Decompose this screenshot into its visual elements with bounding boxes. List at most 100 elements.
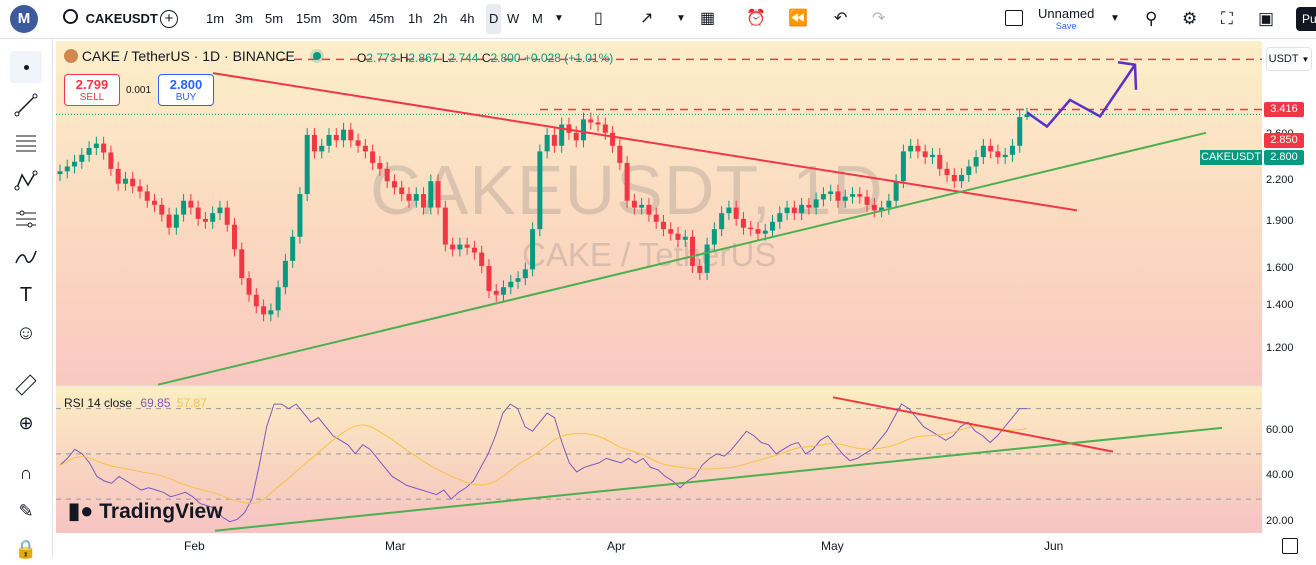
magnet-icon[interactable]: ∩ (19, 462, 33, 483)
spread-value: 0.001 (126, 85, 152, 96)
templates-grid-icon[interactable]: ▦ (700, 10, 716, 27)
sell-price: 2.799 (75, 77, 109, 92)
top-toolbar: M CAKEUSDT + ▼ ▯ ↗ ▼ ▦ ⏰ ⏪ ↶ ↷ Unnamed S… (0, 0, 1316, 39)
high-label: H (399, 51, 409, 65)
rsi-descending-trendline (832, 396, 1114, 453)
undo-icon[interactable]: ↶ (834, 10, 848, 27)
candle-body (384, 168, 390, 182)
interval-D[interactable]: D (486, 4, 502, 34)
rsi-tick-label: 60.00 (1266, 424, 1294, 437)
candle-body (479, 252, 485, 266)
sell-button[interactable]: 2.799 SELL (64, 74, 120, 106)
candle-body (755, 229, 761, 234)
candle-body (617, 145, 623, 163)
goto-date-icon[interactable] (1282, 538, 1298, 554)
high-value: 2.867 (408, 51, 439, 65)
interval-M[interactable]: M (532, 11, 543, 26)
candle-body (959, 174, 965, 182)
candle-body (537, 151, 543, 230)
redo-icon[interactable]: ↷ (872, 10, 886, 27)
price-tick-label: 2.200 (1266, 174, 1294, 187)
candle-body (522, 269, 528, 279)
level-tag-mid: 2.850 (1264, 133, 1304, 148)
zoom-in-icon[interactable]: ⊕ (18, 412, 34, 433)
time-tick-label: May (821, 539, 844, 553)
candle-body (333, 134, 339, 141)
interval-3m[interactable]: 3m (235, 11, 254, 26)
lock-pencil-icon[interactable]: ✎ (18, 500, 34, 521)
legend-title: CAKE / TetherUS · 1D · BINANCE (81, 48, 295, 64)
candle-body (399, 187, 405, 195)
layout-name[interactable]: Unnamed Save (1038, 6, 1094, 32)
fib-retracement-icon[interactable] (10, 127, 42, 159)
interval-5m[interactable]: 5m (265, 11, 284, 26)
lock-icon[interactable]: 🔒 (14, 538, 38, 559)
plus-circle-icon: + (160, 10, 178, 28)
candle-body (319, 145, 325, 152)
chart-area[interactable] (56, 41, 1262, 533)
candle-body (515, 278, 521, 282)
candle-body (435, 181, 441, 208)
symbol-search[interactable]: CAKEUSDT (63, 0, 158, 38)
interval-45m[interactable]: 45m (369, 11, 395, 26)
indicators-icon[interactable]: ↗ (640, 10, 654, 27)
layout-dropdown[interactable]: ▼ (1110, 13, 1120, 24)
candle-body (166, 214, 172, 228)
emoji-icon[interactable]: ☺ (15, 321, 37, 344)
price-axis[interactable]: 1.2001.4001.6001.9002.2002.60020.0040.00… (1262, 41, 1316, 533)
candle-body (726, 207, 732, 214)
candle-body (457, 244, 463, 250)
candle-body (791, 207, 797, 214)
candle-body (646, 204, 652, 215)
interval-dropdown[interactable]: ▼ (554, 13, 564, 24)
candle-body (573, 132, 579, 141)
candle-body (144, 191, 150, 201)
screenshot-camera-icon[interactable]: ▣ (1258, 9, 1275, 28)
ruler-icon[interactable] (10, 369, 42, 401)
interval-4h[interactable]: 4h (460, 11, 475, 26)
interval-15m[interactable]: 15m (296, 11, 322, 26)
forecast-tool-icon[interactable] (10, 203, 42, 235)
candle-body (173, 214, 179, 228)
quick-search-icon[interactable]: ⚲ (1145, 9, 1158, 28)
pattern-tool-icon[interactable] (10, 165, 42, 197)
interval-W[interactable]: W (507, 11, 520, 26)
candle-body (704, 244, 710, 273)
candle-body (79, 154, 85, 162)
bar-style-icon[interactable]: ▯ (594, 10, 603, 27)
interval-30m[interactable]: 30m (332, 11, 358, 26)
brush-tool-icon[interactable] (10, 241, 42, 273)
candle-body (908, 145, 914, 152)
indicators-dropdown[interactable]: ▼ (676, 13, 686, 24)
candle-body (944, 168, 950, 175)
low-label: L (441, 51, 449, 65)
replay-icon[interactable]: ⏪ (788, 10, 808, 27)
currency-button[interactable]: USDT ▼ (1266, 47, 1312, 71)
crosshair-dot-icon[interactable] (10, 51, 42, 83)
layout-toggle[interactable] (1005, 0, 1023, 38)
buy-button[interactable]: 2.800 BUY (158, 74, 214, 106)
fullscreen-icon[interactable]: ⛶ (1221, 9, 1233, 28)
interval-2h[interactable]: 2h (433, 11, 448, 26)
time-axis[interactable]: Feb Mar Apr May Jun (56, 533, 1316, 558)
price-tick-label: 1.400 (1266, 299, 1294, 312)
candle-body (508, 281, 514, 288)
candle-body (777, 213, 783, 222)
candle-body (879, 207, 885, 211)
compare-symbol-button[interactable]: + (160, 0, 178, 38)
trend-line-icon[interactable] (10, 89, 42, 121)
symbol-label: CAKEUSDT (85, 11, 158, 26)
interval-1m[interactable]: 1m (206, 11, 225, 26)
candle-body (406, 194, 412, 201)
candle-body (682, 236, 688, 240)
settings-gear-icon[interactable]: ⚙ (1182, 9, 1198, 28)
open-value: 2.773 (366, 51, 397, 65)
user-avatar[interactable]: M (10, 5, 38, 33)
alert-clock-icon[interactable]: ⏰ (746, 10, 766, 27)
publish-button[interactable]: Pu (1296, 7, 1316, 31)
interval-1h[interactable]: 1h (408, 11, 423, 26)
candle-body (668, 229, 674, 234)
candle-body (595, 122, 601, 125)
time-tick-label: Jun (1044, 539, 1064, 553)
text-tool-icon[interactable]: T (19, 283, 33, 306)
